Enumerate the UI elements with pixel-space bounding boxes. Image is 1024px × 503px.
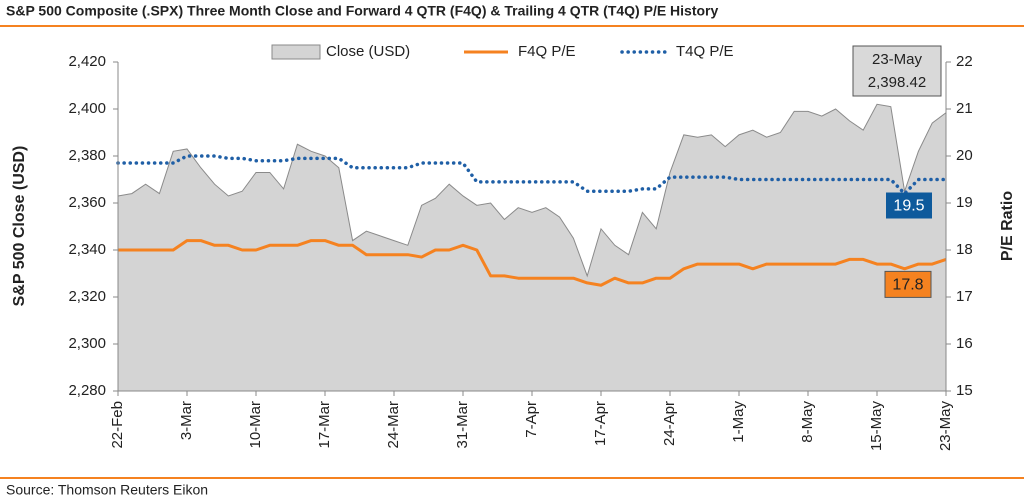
y2-axis-title: P/E Ratio [999, 191, 1016, 261]
y-tick-label: 2,420 [68, 53, 106, 70]
close-area [117, 103, 947, 392]
y-tick-label: 2,340 [68, 241, 106, 258]
y-tick-label: 2,300 [68, 335, 106, 352]
y-tick-label: 2,280 [68, 382, 106, 399]
close-date-label: 23-May [872, 51, 923, 68]
x-tick-label: 15-May [868, 401, 885, 452]
close-label-box [852, 45, 942, 97]
legend-label: T4Q P/E [676, 43, 734, 60]
y2-tick-label: 15 [956, 382, 973, 399]
y2-tick-label: 20 [956, 147, 973, 164]
close-value-label: 2,398.42 [868, 74, 926, 91]
y2-tick-label: 17 [956, 288, 973, 305]
t4q-label-box [886, 192, 932, 219]
y-tick-label: 2,320 [68, 288, 106, 305]
legend-label: Close (USD) [326, 43, 410, 60]
f4q-label-box [884, 270, 932, 298]
legend-swatch [271, 44, 321, 60]
x-tick-label: 8-May [799, 401, 816, 443]
y2-tick-label: 16 [956, 335, 973, 352]
y-tick-label: 2,360 [68, 194, 106, 211]
y2-tick-label: 19 [956, 194, 973, 211]
legend-label: F4Q P/E [518, 43, 576, 60]
x-tick-label: 17-Mar [316, 401, 333, 449]
x-tick-label: 7-Apr [523, 401, 540, 438]
x-tick-label: 23-May [937, 401, 954, 452]
x-tick-label: 3-Mar [178, 401, 195, 440]
f4q-line [118, 239, 947, 287]
x-tick-label: 22-Feb [109, 401, 126, 449]
y-axis-title: S&P 500 Close (USD) [11, 146, 28, 307]
x-tick-label: 31-Mar [454, 401, 471, 449]
y2-tick-label: 22 [956, 53, 973, 70]
t4q-line [116, 154, 948, 196]
source: Source: Thomson Reuters Eikon [6, 482, 208, 498]
y2-tick-label: 18 [956, 241, 973, 258]
y2-tick-label: 21 [956, 100, 973, 117]
y-tick-label: 2,400 [68, 100, 106, 117]
t4q-value-label: 19.5 [893, 198, 924, 215]
x-tick-label: 24-Apr [661, 401, 678, 446]
y-tick-label: 2,380 [68, 147, 106, 164]
x-tick-label: 1-May [730, 401, 747, 443]
x-tick-label: 10-Mar [247, 401, 264, 449]
x-tick-label: 24-Mar [385, 401, 402, 449]
f4q-value-label: 17.8 [892, 277, 923, 294]
x-tick-label: 17-Apr [592, 401, 609, 446]
chart-title: S&P 500 Composite (.SPX) Three Month Clo… [6, 3, 719, 19]
